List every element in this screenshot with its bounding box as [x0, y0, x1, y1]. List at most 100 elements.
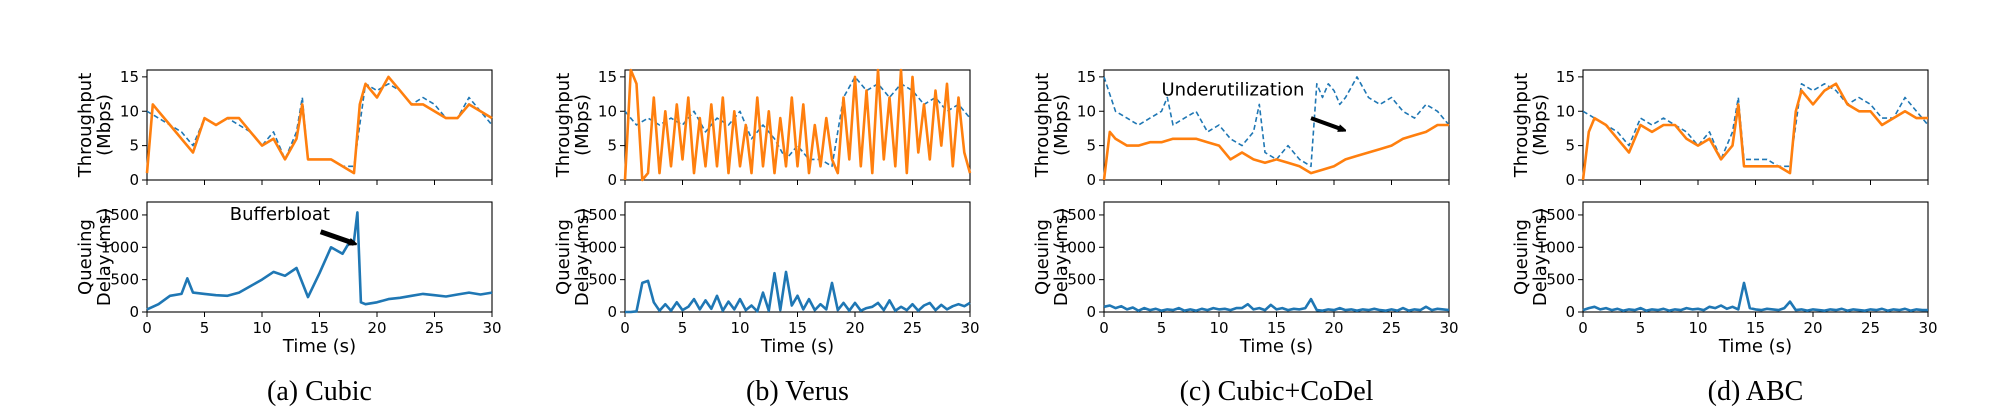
throughput-ylabel-line2: (Mbps): [94, 94, 115, 156]
delay-ytick-label: 0: [607, 303, 617, 321]
delay-ytick-label: 500: [110, 271, 139, 289]
throughput-series-solid-line: [1102, 123, 1449, 181]
delay-ytick-label: 500: [588, 271, 617, 289]
delay-ytick-label: 1000: [1537, 238, 1575, 256]
throughput-ytick-label: 15: [598, 68, 617, 86]
throughput-series-solid-line: [623, 68, 972, 182]
throughput-ylabel-line2: (Mbps): [572, 94, 593, 156]
xtick-label: 30: [960, 319, 979, 337]
throughput-series-dashed-line: [1103, 76, 1450, 168]
delay-ytick-label: 1500: [1058, 206, 1096, 224]
delay-ylabel-line1: Queuing: [75, 219, 96, 295]
delay-ytick-label: 1000: [1058, 238, 1096, 256]
xtick-label: 30: [482, 319, 501, 337]
xtick-label: 5: [1157, 319, 1167, 337]
delay-ylabel-line1: Queuing: [1032, 219, 1053, 295]
xlabel: Time (s): [282, 336, 356, 357]
throughput-series-dashed-line: [1582, 83, 1929, 168]
delay-ytick-label: 0: [1565, 303, 1575, 321]
xtick-label: 10: [730, 319, 749, 337]
throughput-ytick-label: 10: [120, 102, 139, 120]
throughput-ytick-label: 10: [1077, 102, 1096, 120]
underutilization-annotation: Underutilization: [1162, 79, 1305, 100]
xlabel: Time (s): [760, 336, 834, 357]
delay-ylabel-line2: Delay (ms): [94, 208, 115, 306]
throughput-ytick-label: 5: [129, 137, 139, 155]
xtick-label: 25: [903, 319, 922, 337]
delay-series-solid-line: [1582, 281, 1928, 313]
panel-caption: (b) Verus: [746, 376, 849, 407]
xtick-label: 10: [1209, 319, 1228, 337]
throughput-ylabel-line1: Throughput: [553, 73, 574, 179]
xlabel: Time (s): [1239, 336, 1313, 357]
bufferbloat-annotation: Bufferbloat: [230, 204, 330, 225]
xtick-label: 30: [1918, 319, 1937, 337]
throughput-series-solid-line: [145, 75, 493, 175]
delay-ytick-label: 1500: [1537, 206, 1575, 224]
delay-ytick-label: 1500: [101, 206, 139, 224]
throughput-ytick-label: 0: [607, 171, 617, 189]
throughput-ylabel-line1: Throughput: [1511, 73, 1532, 179]
panel-caption: (c) Cubic+CoDel: [1180, 376, 1374, 407]
panel-2: 0 5 10 15 0 500 1000 1500 0 5 10 15 20 25 30 Throughput…: [553, 68, 980, 407]
delay-ytick-label: 500: [1067, 271, 1096, 289]
panel-caption: (a) Cubic: [267, 376, 372, 407]
throughput-axes: 0 5 10 15: [598, 68, 971, 189]
xtick-label: 0: [1099, 319, 1109, 337]
throughput-ylabel-line2: (Mbps): [1051, 94, 1072, 156]
delay-frame: [1582, 201, 1929, 313]
throughput-ylabel-line1: Throughput: [1032, 73, 1053, 179]
throughput-series-dashed-line: [146, 83, 493, 168]
delay-axes: 0 500 1000 1500 0 5 10 15 20 25 30: [579, 201, 980, 337]
xtick-label: 30: [1439, 319, 1458, 337]
delay-ytick-label: 1000: [101, 238, 139, 256]
xtick-label: 5: [678, 319, 688, 337]
underutilization-arrow: [1310, 116, 1343, 130]
delay-ytick-label: 0: [129, 303, 139, 321]
xtick-label: 5: [200, 319, 210, 337]
throughput-axes: 0 5 10 15: [1556, 68, 1929, 189]
delay-ylabel-line2: Delay (ms): [1530, 208, 1551, 306]
xtick-label: 0: [142, 319, 152, 337]
xtick-label: 5: [1636, 319, 1646, 337]
throughput-ytick-label: 15: [1556, 68, 1575, 86]
xtick-label: 25: [1382, 319, 1401, 337]
delay-series-solid-line: [1103, 297, 1450, 313]
xtick-label: 0: [1578, 319, 1588, 337]
xtick-label: 25: [1861, 319, 1880, 337]
panel-3: 0 5 10 15 0 500 1000 1500 0 5 10 15 20 25 30 Throughput…: [1032, 68, 1459, 407]
panel-1: 0 5 10 15 0 500 1000 1500 0 5 10 15 20 25 30 Throughput…: [75, 68, 502, 407]
xtick-label: 15: [1746, 319, 1765, 337]
throughput-ytick-label: 0: [129, 171, 139, 189]
delay-ytick-label: 0: [1086, 303, 1096, 321]
throughput-frame: [146, 69, 493, 181]
delay-ylabel-line2: Delay (ms): [1051, 208, 1072, 306]
xtick-label: 25: [425, 319, 444, 337]
throughput-ytick-label: 15: [1077, 68, 1096, 86]
throughput-ylabel-line2: (Mbps): [1530, 94, 1551, 156]
throughput-ytick-label: 10: [1556, 102, 1575, 120]
throughput-ytick-label: 5: [1565, 137, 1575, 155]
xtick-label: 15: [310, 319, 329, 337]
xlabel: Time (s): [1718, 336, 1792, 357]
xtick-label: 0: [620, 319, 630, 337]
xtick-label: 20: [845, 319, 864, 337]
throughput-ytick-label: 10: [598, 102, 617, 120]
xtick-label: 20: [367, 319, 386, 337]
delay-axes: 0 500 1000 1500 0 5 10 15 20 25 30: [1058, 201, 1459, 337]
xtick-label: 10: [252, 319, 271, 337]
delay-axes: 0 500 1000 1500 0 5 10 15 20 25 30: [1537, 201, 1938, 337]
delay-ylabel-line1: Queuing: [1511, 219, 1532, 295]
throughput-ytick-label: 0: [1086, 171, 1096, 189]
throughput-ytick-label: 5: [607, 137, 617, 155]
throughput-ytick-label: 15: [120, 68, 139, 86]
throughput-ylabel-line1: Throughput: [75, 73, 96, 179]
delay-frame: [1103, 201, 1450, 313]
xtick-label: 10: [1688, 319, 1707, 337]
xtick-label: 20: [1803, 319, 1822, 337]
throughput-ytick-label: 5: [1086, 137, 1096, 155]
throughput-frame: [1582, 69, 1929, 181]
throughput-ytick-label: 0: [1565, 171, 1575, 189]
xtick-label: 15: [788, 319, 807, 337]
delay-axes: 0 500 1000 1500 0 5 10 15 20 25 30: [101, 201, 502, 337]
